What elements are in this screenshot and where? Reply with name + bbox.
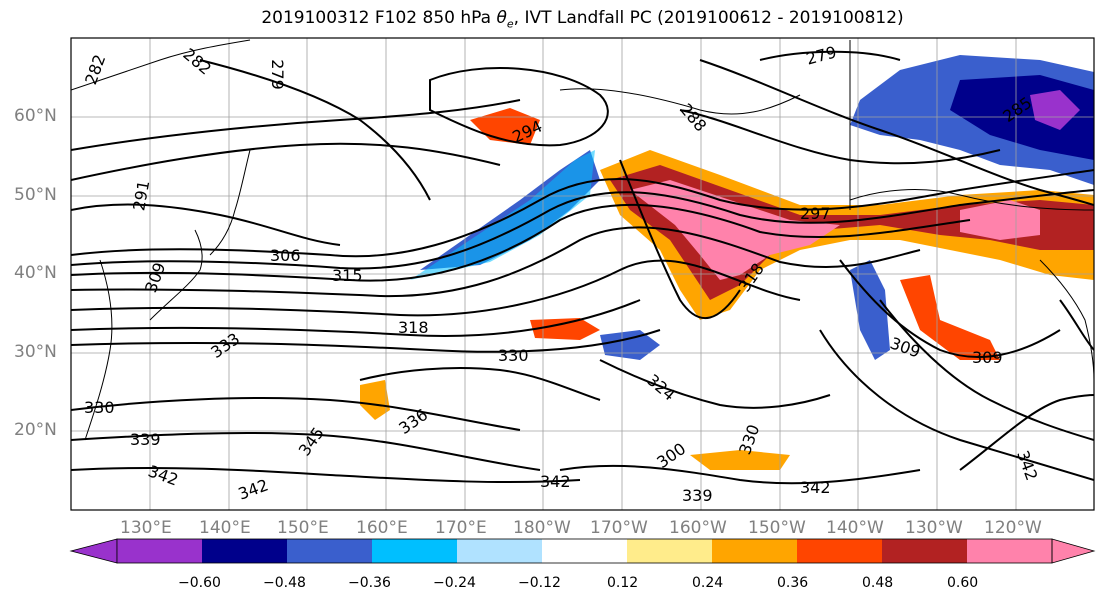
colorbar-bin [627,539,712,563]
lon-label: 140°W [826,518,884,538]
contour-label: 339 [682,486,713,505]
colorbar-bin [117,539,202,563]
lon-label: 140°E [199,518,251,538]
colorbar-outline [116,538,1053,564]
colorbar-bin [967,539,1052,563]
shade-pos-sub1 [530,318,600,340]
colorbar-upper-extend [1051,538,1096,564]
shade-pos-pink-east [960,200,1040,240]
shade-pos-sw2 [360,380,390,420]
lon-label: 150°E [277,518,329,538]
colorbar-lower-extend [69,538,118,564]
contour-label: 318 [398,318,429,337]
lat-label-60n: 60°N [14,106,57,126]
contour-label: 339 [130,430,161,449]
map-frame [70,37,1095,511]
colorbar [69,538,1096,564]
lat-label-30n: 30°N [14,342,57,362]
lon-label: 130°W [905,518,963,538]
contour-label: 309 [972,348,1003,367]
colorbar-bin [287,539,372,563]
lon-label: 170°W [590,518,648,538]
colorbar-tick: 0.60 [947,575,979,591]
shade-pos-ridge-pink [630,180,840,280]
lon-label: 150°W [748,518,806,538]
colorbar-tick: −0.60 [178,575,221,591]
colorbar-tick: 0.12 [607,575,639,591]
contour-label: 306 [270,246,301,265]
contour-label: 342 [540,472,571,491]
colorbar-tick: 0.48 [862,575,894,591]
shade-pos-south [690,450,790,470]
lon-label: 120°W [984,518,1042,538]
theta-e-contours [71,50,1094,485]
shade-neg-gulf-purple [1030,90,1080,130]
title-suffix: , IVT Landfall PC (2019100612 - 20191008… [513,8,904,28]
colorbar-bin [712,539,797,563]
map-title: 2019100312 F102 850 hPa θe, IVT Landfall… [0,6,1105,32]
contour-label: 330 [84,398,115,417]
colorbar-tick: −0.24 [433,575,476,591]
lon-label: 170°E [435,518,487,538]
lon-label: 130°E [120,518,172,538]
lon-label: 180°W [513,518,571,538]
lat-label-20n: 20°N [14,420,57,440]
colorbar-bin [797,539,882,563]
colorbar-bin [882,539,967,563]
lat-label-40n: 40°N [14,263,57,283]
lon-label: 160°E [356,518,408,538]
contour-label: 315 [332,266,363,285]
title-prefix: 2019100312 F102 850 hPa [261,8,497,28]
shade-neg-jet-light [410,150,595,280]
coastlines [71,39,1094,441]
shade-neg-west [600,330,660,360]
contour-label: 279 [267,59,287,90]
title-theta: θ [496,8,507,28]
colorbar-tick: 0.36 [777,575,809,591]
colorbar-tick: −0.36 [348,575,391,591]
contour-label: 297 [800,204,831,223]
contour-label: 330 [498,346,529,365]
colorbar-bin [202,539,287,563]
title-sub: e [506,17,514,31]
colorbar-tick: −0.48 [263,575,306,591]
colorbar-bin [457,539,542,563]
shade-pos-sw [900,275,1000,360]
lon-label: 160°W [669,518,727,538]
contour-label: 342 [800,478,831,497]
colorbar-tick: −0.12 [518,575,561,591]
colorbar-tick: 0.24 [692,575,724,591]
lat-label-50n: 50°N [14,185,57,205]
colorbar-bin [542,539,627,563]
colorbar-bin [372,539,457,563]
